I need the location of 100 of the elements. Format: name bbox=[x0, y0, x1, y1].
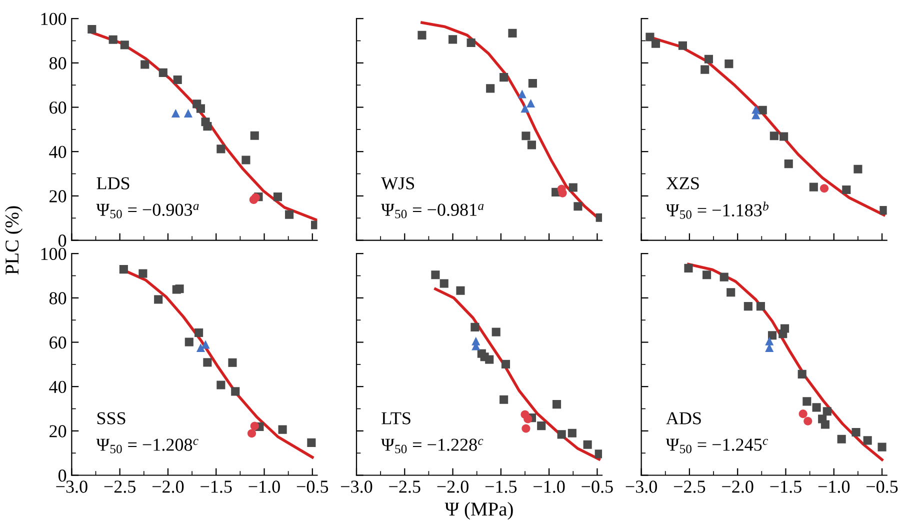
point bbox=[744, 302, 752, 311]
x-tick-label: −1.0 bbox=[818, 480, 850, 493]
point bbox=[431, 270, 440, 280]
point bbox=[485, 355, 494, 364]
point bbox=[820, 420, 830, 429]
x-tick-label: −2.5 bbox=[674, 480, 706, 493]
point bbox=[522, 424, 530, 433]
point bbox=[802, 397, 812, 406]
point bbox=[837, 434, 846, 444]
point bbox=[552, 400, 562, 409]
point bbox=[583, 440, 592, 449]
annotation: SSS bbox=[97, 412, 126, 424]
point bbox=[526, 98, 536, 108]
point bbox=[501, 360, 510, 368]
point bbox=[726, 288, 736, 297]
point bbox=[108, 35, 118, 44]
point bbox=[822, 407, 832, 416]
point bbox=[702, 270, 712, 280]
point bbox=[568, 183, 578, 192]
annotation: Ψ$_{50}$ = −1.228$^{c}$ bbox=[381, 438, 484, 454]
point bbox=[522, 132, 530, 140]
point bbox=[863, 436, 872, 445]
point bbox=[568, 428, 576, 438]
point bbox=[231, 387, 240, 396]
y-tick-label: 60 bbox=[50, 102, 66, 114]
point bbox=[194, 328, 204, 337]
point bbox=[508, 28, 517, 38]
point bbox=[196, 104, 205, 113]
point bbox=[700, 65, 710, 74]
point bbox=[880, 206, 887, 215]
x-tick-label: −1.0 bbox=[534, 480, 565, 493]
point bbox=[486, 84, 495, 93]
point bbox=[594, 450, 602, 458]
point bbox=[798, 370, 806, 378]
y-tick-label: 20 bbox=[50, 425, 66, 438]
point bbox=[770, 132, 778, 140]
y-tick-label: 0 bbox=[58, 234, 66, 247]
point bbox=[278, 425, 287, 434]
annotation: Ψ$_{50}$ = −0.981$^{a}$ bbox=[381, 204, 484, 218]
point bbox=[171, 108, 180, 118]
point bbox=[203, 122, 212, 131]
point bbox=[756, 302, 765, 311]
annotation: ADS bbox=[666, 412, 701, 424]
point bbox=[704, 54, 713, 64]
point bbox=[720, 272, 728, 282]
point bbox=[820, 184, 829, 193]
point bbox=[448, 35, 458, 44]
point bbox=[250, 422, 259, 430]
point bbox=[242, 156, 250, 164]
x-tick-label: −1.5 bbox=[770, 480, 802, 493]
point bbox=[138, 269, 148, 278]
point bbox=[758, 106, 767, 114]
x-tick-label: −3.0 bbox=[341, 480, 372, 493]
point bbox=[780, 324, 790, 333]
x-tick-label: −2.0 bbox=[722, 480, 754, 493]
point bbox=[228, 358, 237, 367]
point bbox=[466, 38, 476, 48]
point bbox=[203, 358, 212, 367]
point bbox=[173, 75, 182, 84]
point bbox=[557, 430, 566, 439]
point bbox=[524, 414, 532, 424]
y-tick-label: 0 bbox=[58, 470, 66, 482]
annotation: LDS bbox=[96, 177, 130, 190]
point bbox=[500, 395, 508, 404]
point bbox=[456, 286, 465, 295]
point bbox=[804, 416, 812, 426]
point bbox=[520, 104, 530, 113]
point bbox=[273, 192, 282, 202]
point bbox=[492, 328, 500, 336]
x-tick-label: −3.0 bbox=[56, 480, 88, 493]
x-tick-label: −2.0 bbox=[437, 480, 468, 493]
annotation: Ψ$_{50}$ = −0.903$^{a}$ bbox=[96, 204, 199, 218]
y-tick-label: 40 bbox=[49, 380, 66, 394]
point bbox=[784, 160, 793, 168]
point bbox=[440, 279, 448, 288]
annotation: Ψ$_{50}$ = −1.245$^{c}$ bbox=[666, 438, 768, 454]
point bbox=[537, 422, 546, 430]
point bbox=[285, 210, 294, 219]
annotation: Ψ$_{50}$ = −1.183$^{b}$ bbox=[666, 202, 768, 219]
point bbox=[854, 164, 862, 174]
annotation: Ψ$_{50}$ = −1.208$^{c}$ bbox=[96, 438, 198, 454]
point bbox=[765, 336, 774, 346]
point bbox=[88, 24, 96, 34]
y-tick-label: 60 bbox=[50, 336, 66, 349]
point bbox=[684, 264, 693, 272]
point bbox=[154, 295, 163, 304]
y-tick-label: 100 bbox=[41, 248, 66, 260]
x-tick-label: −3.0 bbox=[626, 480, 657, 493]
point bbox=[158, 68, 168, 77]
point bbox=[140, 60, 150, 69]
point bbox=[852, 428, 860, 437]
point bbox=[175, 284, 184, 294]
y-axis-title: PLC (%) bbox=[4, 206, 23, 275]
point bbox=[196, 344, 205, 352]
point bbox=[216, 144, 226, 154]
point bbox=[184, 338, 194, 346]
point bbox=[724, 60, 734, 68]
point bbox=[470, 322, 480, 332]
x-tick-label: −1.5 bbox=[200, 480, 232, 493]
point bbox=[201, 340, 210, 349]
